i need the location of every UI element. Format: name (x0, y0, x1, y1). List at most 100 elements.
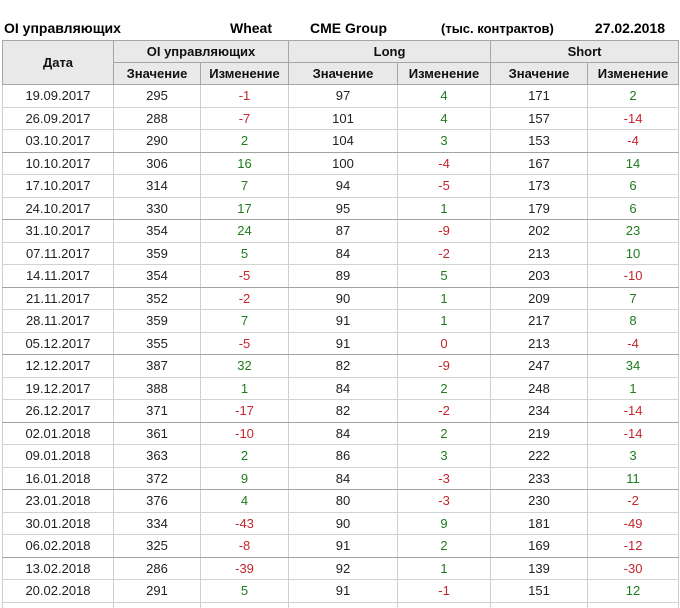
short-value-cell: 169 (490, 534, 589, 558)
instrument-label: Wheat (230, 20, 272, 36)
table-row: 24.10.2017 330 17 95 1 179 6 (2, 197, 680, 220)
short-value-cell: 217 (490, 309, 589, 333)
oi-change-cell: -5 (199, 332, 290, 355)
short-value-cell: 153 (490, 129, 589, 153)
long-value-cell: 91 (288, 579, 399, 603)
table-row: 10.10.2017 306 16 100 -4 167 14 (2, 152, 680, 175)
long-change-cell: -9 (397, 354, 492, 378)
date-cell: 21.11.2017 (2, 287, 114, 310)
report-date: 27.02.2018 (594, 20, 665, 36)
table-row: 21.11.2017 352 -2 90 1 209 7 (2, 287, 680, 310)
long-value-cell: 92 (288, 557, 399, 580)
short-change-cell: -14 (587, 399, 680, 423)
table-row: 06.02.2018 325 -8 91 2 169 -12 (2, 534, 680, 558)
short-value-cell: 248 (490, 377, 589, 400)
long-change-cell: -9 (397, 219, 492, 243)
table-body: 19.09.2017 295 -1 97 4 171 2 26.09.2017 … (2, 84, 680, 608)
short-value-cell: 181 (490, 512, 589, 535)
short-change-cell: -14 (587, 422, 680, 445)
short-change-cell: -14 (587, 107, 680, 130)
cot-table: Дата OI управляющих Long Short Значение … (2, 40, 680, 608)
oi-change-cell: 32 (199, 354, 290, 378)
oi-change-cell: -1 (199, 84, 290, 108)
table-row: 31.10.2017 354 24 87 -9 202 23 (2, 219, 680, 243)
table-row: 07.11.2017 359 5 84 -2 213 10 (2, 242, 680, 265)
date-cell: 10.10.2017 (2, 152, 114, 175)
table-row: 02.01.2018 361 -10 84 2 219 -14 (2, 422, 680, 445)
table-row: 17.10.2017 314 7 94 -5 173 6 (2, 174, 680, 198)
long-value-cell: 91 (288, 309, 399, 333)
long-change-cell: 9 (397, 512, 492, 535)
col-header-short-value: Значение (490, 62, 589, 85)
short-change-cell: 2 (587, 84, 680, 108)
short-change-cell: -49 (587, 512, 680, 535)
long-value-cell: 101 (288, 107, 399, 130)
short-value-cell: 171 (490, 84, 589, 108)
short-value-cell: 173 (490, 174, 589, 198)
oi-value-cell: 314 (113, 174, 201, 198)
short-value-cell: 167 (490, 152, 589, 175)
long-value-cell: 82 (288, 399, 399, 423)
long-value-cell: 82 (288, 354, 399, 378)
oi-value-cell: 355 (113, 332, 201, 355)
short-value-cell: 234 (490, 399, 589, 423)
oi-value-cell: 334 (113, 512, 201, 535)
long-change-cell: 3 (397, 444, 492, 468)
date-cell: 26.09.2017 (2, 107, 114, 130)
short-value-cell: 139 (490, 557, 589, 580)
oi-change-cell: -28 (199, 602, 290, 608)
short-value-cell: 247 (490, 354, 589, 378)
long-change-cell: 2 (397, 422, 492, 445)
table-row: 20.02.2018 291 5 91 -1 151 12 (2, 579, 680, 603)
long-change-cell: 0 (397, 332, 492, 355)
long-change-cell: 3 (397, 129, 492, 153)
short-change-cell: 8 (587, 309, 680, 333)
oi-value-cell: 295 (113, 84, 201, 108)
short-value-cell: 230 (490, 489, 589, 513)
date-cell: 09.01.2018 (2, 444, 114, 468)
short-change-cell: -4 (587, 129, 680, 153)
date-cell: 19.12.2017 (2, 377, 114, 400)
table-row: 19.09.2017 295 -1 97 4 171 2 (2, 84, 680, 108)
oi-change-cell: -17 (199, 399, 290, 423)
long-change-cell: -3 (397, 467, 492, 490)
long-change-cell: 1 (397, 309, 492, 333)
oi-change-cell: -8 (199, 534, 290, 558)
short-change-cell: 11 (587, 467, 680, 490)
oi-change-cell: 9 (199, 467, 290, 490)
oi-change-cell: -43 (199, 512, 290, 535)
oi-change-cell: 4 (199, 489, 290, 513)
oi-value-cell: 387 (113, 354, 201, 378)
long-change-cell: 1 (397, 287, 492, 310)
short-change-cell: -10 (587, 264, 680, 288)
header-group-row: Дата OI управляющих Long Short (2, 40, 680, 85)
short-change-cell: -2 (587, 489, 680, 513)
table-row: 26.09.2017 288 -7 101 4 157 -14 (2, 107, 680, 130)
oi-value-cell: 290 (113, 129, 201, 153)
table-row: 28.11.2017 359 7 91 1 217 8 (2, 309, 680, 333)
date-cell: 06.02.2018 (2, 534, 114, 558)
short-change-cell: 7 (587, 287, 680, 310)
date-cell: 14.11.2017 (2, 264, 114, 288)
oi-value-cell: 363 (113, 444, 201, 468)
date-cell: 16.01.2018 (2, 467, 114, 490)
table-row: 03.10.2017 290 2 104 3 153 -4 (2, 129, 680, 153)
long-change-cell: 1 (397, 197, 492, 220)
oi-change-cell: 7 (199, 309, 290, 333)
date-cell: 23.01.2018 (2, 489, 114, 513)
long-change-cell: -5 (397, 174, 492, 198)
oi-change-cell: 24 (199, 219, 290, 243)
table-header: Дата OI управляющих Long Short Значение … (2, 40, 680, 85)
col-header-oi-change: Изменение (199, 62, 290, 85)
oi-value-cell: 372 (113, 467, 201, 490)
col-header-oi-value: Значение (113, 62, 201, 85)
long-change-cell: -4 (397, 152, 492, 175)
date-cell: 05.12.2017 (2, 332, 114, 355)
oi-change-cell: 7 (199, 174, 290, 198)
long-value-cell: 86 (288, 444, 399, 468)
short-value-cell: 222 (490, 444, 589, 468)
table-row: 13.02.2018 286 -39 92 1 139 -30 (2, 557, 680, 580)
long-value-cell: 89 (288, 264, 399, 288)
short-value-cell: 213 (490, 332, 589, 355)
long-change-cell: -1 (397, 579, 492, 603)
